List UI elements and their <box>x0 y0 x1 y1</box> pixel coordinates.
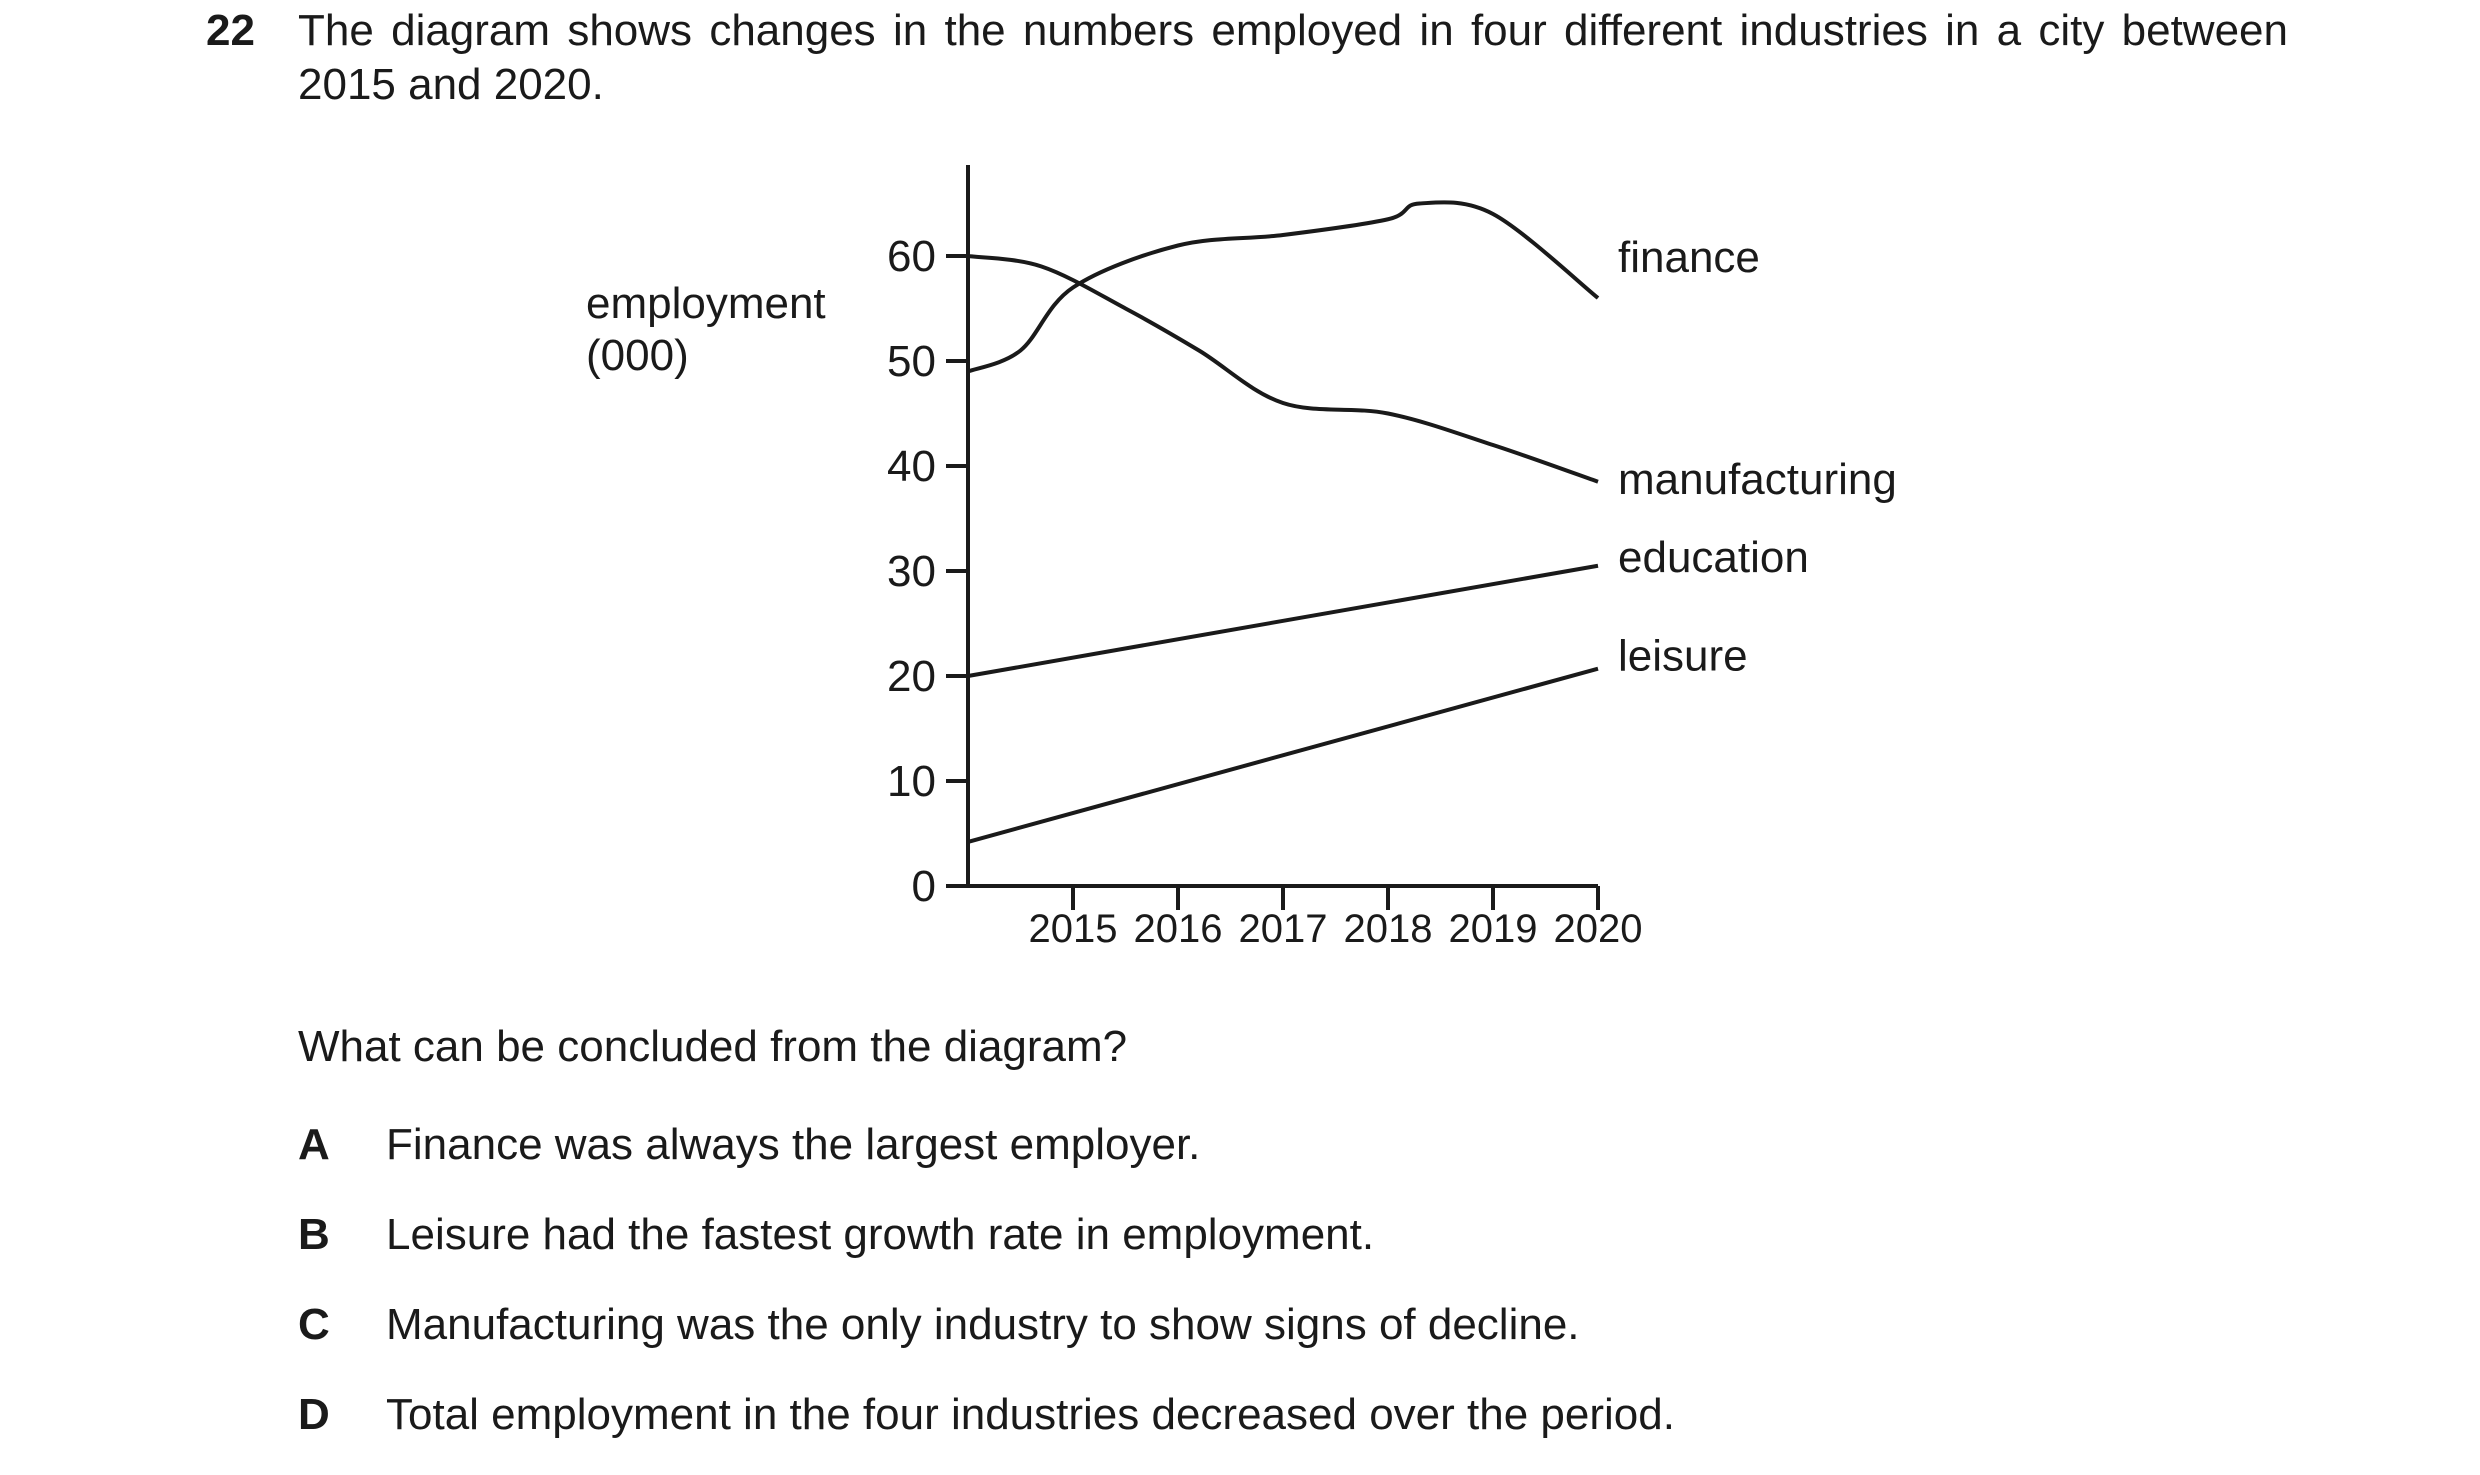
option-a-text: Finance was always the largest employer. <box>386 1120 1201 1169</box>
y-tick-label-40: 40 <box>887 442 936 491</box>
series-line-finance <box>967 200 1600 374</box>
option-d-letter: D <box>298 1390 330 1439</box>
x-tick-label-2020: 2020 <box>1554 907 1643 951</box>
question-stem: The diagram shows changes in the numbers… <box>298 6 2288 109</box>
x-tick-label-2017: 2017 <box>1239 907 1328 951</box>
series-label-leisure: leisure <box>1618 632 1748 681</box>
question-prompt: What can be concluded from the diagram? <box>298 1022 1128 1071</box>
x-tick-label-2018: 2018 <box>1344 907 1433 951</box>
x-tick-label-2019: 2019 <box>1449 907 1538 951</box>
option-a-letter: A <box>298 1120 330 1169</box>
series-label-education: education <box>1618 533 1809 582</box>
y-axis-title-line1: employment <box>586 279 826 328</box>
option-c-letter: C <box>298 1300 330 1349</box>
y-tick-label-30: 30 <box>887 547 936 596</box>
series-line-manufacturing <box>967 254 1599 484</box>
x-tick-label-2016: 2016 <box>1134 907 1223 951</box>
series-label-finance: finance <box>1618 233 1760 282</box>
y-axis-title-line2: (000) <box>586 331 689 380</box>
y-tick-label-50: 50 <box>887 337 936 386</box>
x-tick-label-2015: 2015 <box>1029 907 1118 951</box>
y-tick-label-0: 0 <box>912 862 936 911</box>
question-number: 22 <box>206 6 255 55</box>
series-line-education <box>967 563 1599 678</box>
series-label-manufacturing: manufacturing <box>1618 455 1897 504</box>
y-tick-label-60: 60 <box>887 232 936 281</box>
option-b-letter: B <box>298 1210 330 1259</box>
option-d-text: Total employment in the four industries … <box>386 1390 1675 1439</box>
employment-line-chart: employment (000) 0 10 20 30 40 50 60 2015 2016 2… <box>586 165 1897 951</box>
option-b-text: Leisure had the fastest growth rate in e… <box>386 1210 1375 1259</box>
option-c-text: Manufacturing was the only industry to s… <box>386 1300 1580 1349</box>
y-tick-label-20: 20 <box>887 652 936 701</box>
series-line-leisure <box>967 666 1599 844</box>
y-tick-label-10: 10 <box>887 757 936 806</box>
